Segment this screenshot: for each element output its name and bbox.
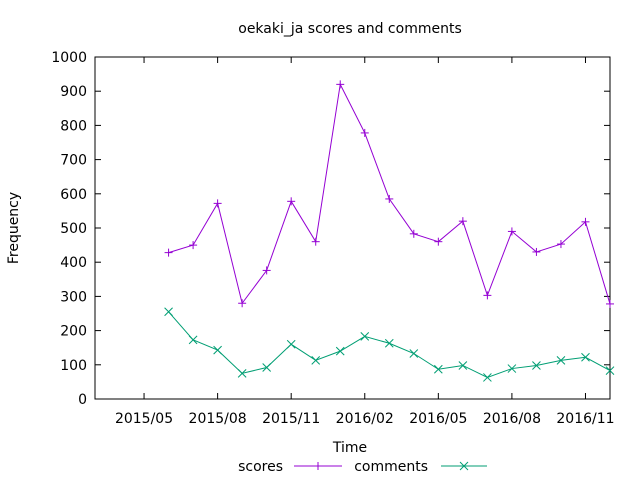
legend-label-scores: scores	[238, 459, 283, 475]
data-point-comments	[384, 338, 394, 348]
data-point-scores	[434, 237, 443, 246]
data-point-comments	[311, 356, 321, 365]
y-tick-label: 1000	[51, 50, 87, 66]
data-point-comments	[409, 349, 419, 358]
data-point-scores	[409, 229, 418, 238]
data-point-comments	[458, 361, 468, 370]
data-point-scores	[189, 241, 198, 250]
x-tick-label: 2015/11	[262, 411, 320, 427]
data-point-scores	[581, 217, 590, 226]
data-point-scores	[385, 194, 394, 203]
data-point-scores	[287, 197, 296, 206]
x-tick-label: 2016/02	[336, 411, 394, 427]
data-point-scores	[238, 299, 247, 308]
data-point-scores	[458, 217, 467, 226]
x-tick-label: 2016/05	[409, 411, 467, 427]
data-point-comments	[433, 364, 443, 374]
data-point-comments	[164, 307, 173, 317]
data-point-comments	[605, 366, 615, 375]
legend: scores comments	[238, 459, 487, 475]
y-tick-label: 400	[60, 255, 87, 271]
data-point-comments	[286, 339, 296, 349]
data-point-scores	[164, 248, 173, 257]
data-point-comments	[188, 335, 198, 345]
data-point-comments	[335, 346, 345, 356]
data-point-scores	[262, 266, 271, 275]
x-axis-ticks: 2015/05 2015/08 2015/11 2016/02 2016/05 2016/…	[115, 57, 615, 427]
x-tick-label: 2015/08	[189, 411, 247, 427]
y-tick-label: 100	[60, 358, 87, 374]
series-scores	[164, 80, 614, 308]
data-point-comments	[507, 364, 517, 373]
data-point-scores	[556, 240, 565, 249]
legend-label-comments: comments	[354, 459, 428, 475]
y-tick-label: 500	[60, 221, 87, 237]
data-point-scores	[507, 227, 516, 236]
y-axis-label: Frequency	[6, 192, 22, 264]
data-point-scores	[336, 80, 345, 89]
y-tick-label: 0	[78, 392, 87, 408]
x-axis-label: Time	[332, 440, 367, 456]
y-axis-ticks: 0 100 200 300 400 500 600 700 800 900 1000	[51, 50, 610, 408]
x-tick-label: 2016/11	[556, 411, 614, 427]
x-tick-label: 2016/08	[483, 411, 541, 427]
data-point-comments	[556, 356, 566, 365]
legend-marker-scores	[314, 462, 322, 470]
data-point-scores	[360, 128, 369, 137]
y-tick-label: 200	[60, 324, 87, 340]
data-point-comments	[483, 373, 492, 382]
y-tick-label: 800	[60, 118, 87, 134]
y-tick-label: 900	[60, 84, 87, 100]
data-point-comments	[213, 345, 222, 355]
data-point-scores	[213, 199, 222, 208]
chart-title: oekaki_ja scores and comments	[238, 21, 462, 37]
series-line-scores	[168, 82, 611, 305]
data-point-scores	[532, 247, 541, 256]
y-tick-label: 300	[60, 289, 87, 305]
y-tick-label: 700	[60, 153, 87, 169]
data-point-scores	[606, 299, 614, 308]
legend-marker-comments	[459, 461, 469, 471]
data-point-comments	[360, 332, 370, 341]
data-point-comments	[581, 352, 590, 362]
data-point-comments	[532, 361, 541, 370]
x-tick-label: 2015/05	[115, 411, 173, 427]
data-point-scores	[483, 291, 492, 300]
y-tick-label: 600	[60, 187, 87, 203]
data-point-scores	[311, 237, 320, 246]
series-comments	[164, 307, 615, 382]
data-point-comments	[237, 368, 247, 378]
series-line-comments	[168, 311, 611, 378]
series-layer	[164, 80, 615, 382]
data-point-comments	[262, 363, 272, 372]
